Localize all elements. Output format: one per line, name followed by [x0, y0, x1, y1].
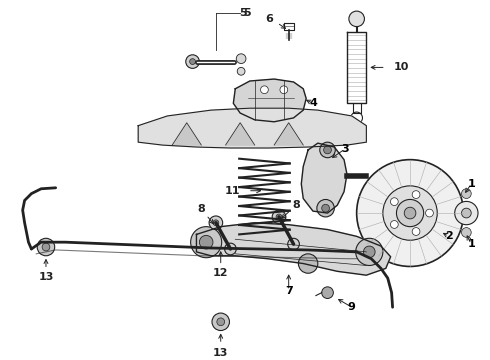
Circle shape: [237, 67, 245, 75]
Text: 1: 1: [467, 239, 475, 249]
Circle shape: [280, 86, 288, 94]
Text: 2: 2: [445, 231, 453, 241]
Text: 11: 11: [224, 186, 240, 196]
Circle shape: [209, 216, 222, 230]
Polygon shape: [301, 143, 347, 213]
Polygon shape: [274, 123, 303, 145]
Circle shape: [199, 235, 213, 249]
Text: 8: 8: [197, 204, 205, 214]
Text: 5: 5: [239, 8, 247, 18]
Circle shape: [42, 243, 50, 251]
Polygon shape: [233, 79, 306, 122]
Circle shape: [317, 199, 334, 217]
Circle shape: [426, 209, 433, 217]
Text: 7: 7: [285, 286, 293, 296]
Circle shape: [186, 55, 199, 68]
Circle shape: [462, 228, 471, 237]
Circle shape: [236, 54, 246, 63]
Text: 4: 4: [309, 98, 317, 108]
Circle shape: [276, 214, 282, 220]
Text: 12: 12: [213, 268, 228, 278]
Circle shape: [272, 210, 286, 224]
Polygon shape: [225, 123, 255, 145]
Circle shape: [190, 59, 196, 64]
Circle shape: [191, 227, 221, 258]
Text: 13: 13: [213, 348, 228, 358]
Polygon shape: [172, 123, 201, 145]
Circle shape: [404, 207, 416, 219]
Circle shape: [396, 199, 424, 227]
Circle shape: [391, 221, 398, 228]
Text: 6: 6: [266, 14, 273, 24]
Circle shape: [391, 198, 398, 206]
Polygon shape: [196, 223, 391, 275]
Circle shape: [288, 238, 299, 250]
Text: 13: 13: [38, 272, 53, 282]
Circle shape: [322, 287, 333, 298]
Circle shape: [323, 146, 331, 154]
Text: 9: 9: [348, 302, 356, 312]
Circle shape: [217, 318, 224, 326]
Circle shape: [412, 228, 420, 235]
Circle shape: [212, 313, 229, 330]
Circle shape: [455, 201, 478, 225]
Text: 8: 8: [293, 200, 300, 210]
Circle shape: [462, 189, 471, 198]
Circle shape: [261, 86, 269, 94]
Circle shape: [224, 243, 236, 255]
Circle shape: [349, 11, 365, 27]
Circle shape: [357, 159, 464, 266]
Circle shape: [462, 208, 471, 218]
Circle shape: [213, 220, 219, 226]
Circle shape: [320, 142, 335, 158]
Circle shape: [298, 254, 318, 273]
Text: 1: 1: [467, 179, 475, 189]
Polygon shape: [138, 108, 367, 148]
Circle shape: [356, 238, 383, 265]
Circle shape: [383, 186, 437, 240]
Circle shape: [412, 191, 420, 198]
Circle shape: [322, 204, 329, 212]
Text: 3: 3: [341, 144, 349, 154]
Text: 5: 5: [243, 8, 251, 18]
Circle shape: [37, 238, 55, 256]
Text: 10: 10: [393, 62, 409, 72]
Circle shape: [364, 246, 375, 258]
